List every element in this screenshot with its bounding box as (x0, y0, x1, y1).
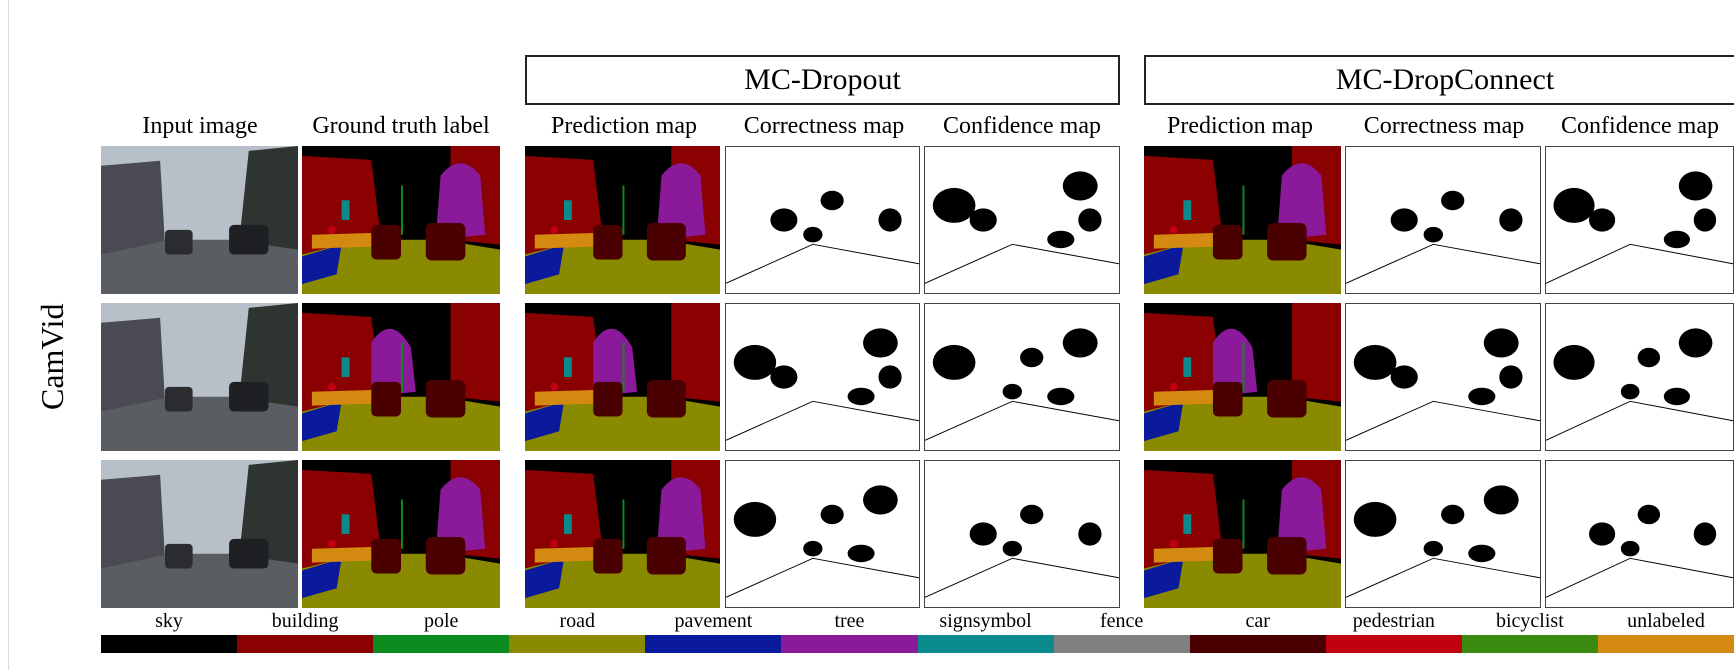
panel-dropconnect-confidence-row-2 (1545, 303, 1734, 451)
panel-input-image-row-2 (101, 303, 298, 451)
left-margin-rule (8, 0, 9, 670)
legend-label-sky: sky (155, 610, 183, 632)
col-header-input-image: Input image (142, 113, 258, 139)
legend-label-road: road (559, 610, 596, 632)
legend-swatch-car (1189, 635, 1327, 653)
legend-swatch-tree (781, 635, 919, 653)
panel-dropconnect-prediction-row-2 (1144, 303, 1341, 451)
method-box-mc-dropconnect: MC-DropConnect (1144, 55, 1734, 105)
panel-input-image-row-3 (101, 460, 298, 608)
panel-dropconnect-confidence-row-3 (1545, 460, 1734, 608)
panel-dropout-prediction-row-2 (525, 303, 720, 451)
col-header-dropconnect-prediction: Prediction map (1167, 113, 1313, 139)
legend-label-tree: tree (834, 610, 865, 632)
legend-swatch-pavement (645, 635, 783, 653)
panel-dropout-prediction-row-1 (525, 146, 720, 294)
legend-swatch-pole (373, 635, 511, 653)
panel-dropout-correctness-row-1 (725, 146, 920, 294)
panel-dropconnect-correctness-row-2 (1345, 303, 1541, 451)
col-header-dropconnect-confidence: Confidence map (1561, 113, 1719, 139)
panel-dropout-confidence-row-3 (924, 460, 1120, 608)
legend-label-pavement: pavement (674, 610, 753, 632)
legend-label-signsymbol: signsymbol (939, 610, 1032, 632)
legend-label-unlabeled: unlabeled (1627, 610, 1705, 632)
legend-swatch-unlabeled (1597, 635, 1734, 653)
panel-dropconnect-prediction-row-1 (1144, 146, 1341, 294)
row-label-camvid: CamVid (34, 303, 70, 410)
panel-dropconnect-correctness-row-3 (1345, 460, 1541, 608)
panel-dropout-confidence-row-1 (924, 146, 1120, 294)
panel-dropconnect-confidence-row-1 (1545, 146, 1734, 294)
panel-dropout-confidence-row-2 (924, 303, 1120, 451)
col-header-dropout-correctness: Correctness map (743, 113, 905, 139)
legend-swatch-fence (1053, 635, 1191, 653)
legend-swatch-building (237, 635, 375, 653)
panel-dropout-correctness-row-2 (725, 303, 920, 451)
panel-dropconnect-correctness-row-1 (1345, 146, 1541, 294)
col-header-ground-truth: Ground truth label (312, 113, 490, 139)
col-header-dropout-confidence: Confidence map (943, 113, 1101, 139)
legend-swatch-signsymbol (917, 635, 1055, 653)
method-box-mc-dropout: MC-Dropout (525, 55, 1120, 105)
legend-swatch-sky (101, 635, 238, 653)
legend-label-bicyclist: bicyclist (1495, 610, 1564, 632)
legend-label-fence: fence (1099, 610, 1144, 632)
panel-dropout-prediction-row-3 (525, 460, 720, 608)
panel-ground-truth-row-1 (302, 146, 500, 294)
col-header-dropout-prediction: Prediction map (551, 113, 697, 139)
col-header-dropconnect-correctness: Correctness map (1363, 113, 1525, 139)
panel-ground-truth-row-3 (302, 460, 500, 608)
panel-input-image-row-1 (101, 146, 298, 294)
legend-label-car: car (1245, 610, 1270, 632)
panel-dropout-correctness-row-3 (725, 460, 920, 608)
legend-label-building: building (271, 610, 339, 632)
legend-swatch-pedestrian (1325, 635, 1463, 653)
panel-ground-truth-row-2 (302, 303, 500, 451)
legend-label-pole: pole (423, 610, 459, 632)
panel-dropconnect-prediction-row-3 (1144, 460, 1341, 608)
legend-swatch-road (509, 635, 647, 653)
legend-swatch-bicyclist (1461, 635, 1599, 653)
legend-label-pedestrian: pedestrian (1352, 610, 1435, 632)
